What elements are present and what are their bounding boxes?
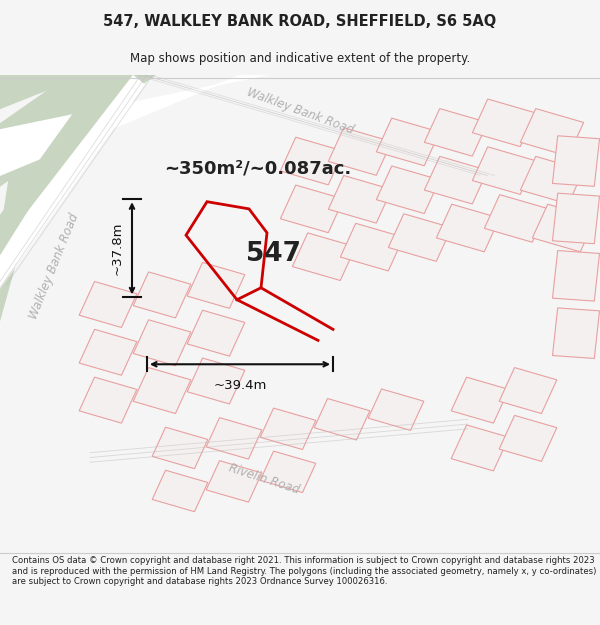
Text: Map shows position and indicative extent of the property.: Map shows position and indicative extent… xyxy=(130,52,470,65)
Polygon shape xyxy=(79,281,137,328)
Polygon shape xyxy=(133,368,191,414)
Polygon shape xyxy=(292,233,356,281)
Polygon shape xyxy=(314,399,370,440)
Polygon shape xyxy=(133,320,191,366)
Text: Contains OS data © Crown copyright and database right 2021. This information is : Contains OS data © Crown copyright and d… xyxy=(12,556,596,586)
Polygon shape xyxy=(328,127,392,175)
Polygon shape xyxy=(0,66,144,304)
Polygon shape xyxy=(472,147,536,194)
Polygon shape xyxy=(0,66,168,194)
Polygon shape xyxy=(376,118,440,166)
Polygon shape xyxy=(133,272,191,318)
Text: ~350m²/~0.087ac.: ~350m²/~0.087ac. xyxy=(164,159,352,177)
Polygon shape xyxy=(388,214,452,261)
Polygon shape xyxy=(553,136,599,186)
Polygon shape xyxy=(187,358,245,404)
Polygon shape xyxy=(499,416,557,461)
Polygon shape xyxy=(376,166,440,214)
Polygon shape xyxy=(260,451,316,493)
Polygon shape xyxy=(152,428,208,469)
Polygon shape xyxy=(368,389,424,431)
Polygon shape xyxy=(553,251,599,301)
Polygon shape xyxy=(520,109,584,156)
Polygon shape xyxy=(340,223,404,271)
Polygon shape xyxy=(484,194,548,242)
Polygon shape xyxy=(553,308,599,359)
Polygon shape xyxy=(280,185,344,232)
Polygon shape xyxy=(532,204,596,252)
Text: ~39.4m: ~39.4m xyxy=(214,379,266,392)
Polygon shape xyxy=(79,329,137,375)
Polygon shape xyxy=(472,99,536,147)
Polygon shape xyxy=(451,425,509,471)
Polygon shape xyxy=(206,418,262,459)
Polygon shape xyxy=(0,66,312,180)
Polygon shape xyxy=(187,310,245,356)
Polygon shape xyxy=(520,156,584,204)
Text: 547: 547 xyxy=(245,241,301,268)
Text: Rivelin Road: Rivelin Road xyxy=(227,461,301,496)
Polygon shape xyxy=(206,461,262,502)
Polygon shape xyxy=(0,66,108,113)
Polygon shape xyxy=(280,138,344,185)
Polygon shape xyxy=(424,109,488,156)
Polygon shape xyxy=(260,408,316,449)
Polygon shape xyxy=(424,156,488,204)
Text: 547, WALKLEY BANK ROAD, SHEFFIELD, S6 5AQ: 547, WALKLEY BANK ROAD, SHEFFIELD, S6 5A… xyxy=(103,14,497,29)
Polygon shape xyxy=(451,377,509,423)
Polygon shape xyxy=(499,368,557,414)
Polygon shape xyxy=(187,262,245,308)
Polygon shape xyxy=(553,193,599,244)
Polygon shape xyxy=(436,204,500,252)
Polygon shape xyxy=(328,176,392,223)
Polygon shape xyxy=(152,470,208,512)
Polygon shape xyxy=(0,66,132,261)
Polygon shape xyxy=(79,377,137,423)
Text: Walkley Bank Road: Walkley Bank Road xyxy=(245,86,355,136)
Text: Walkley Bank Road: Walkley Bank Road xyxy=(27,211,81,321)
Polygon shape xyxy=(0,122,48,362)
Text: ~37.8m: ~37.8m xyxy=(110,222,124,275)
